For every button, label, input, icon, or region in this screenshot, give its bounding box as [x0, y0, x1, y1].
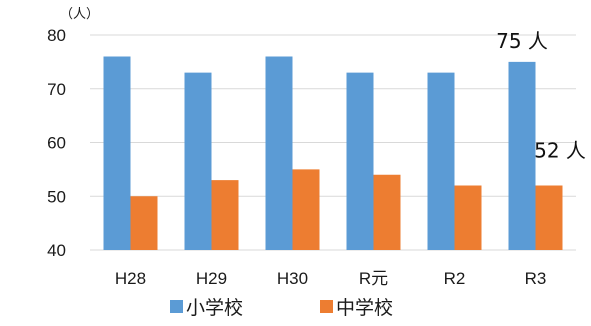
bar-junior-high-3 [373, 174, 401, 250]
bar-junior-high-4 [454, 185, 482, 250]
x-tick-label: R2 [444, 269, 466, 288]
legend: 小学校 中学校 [170, 297, 393, 319]
y-tick-label: 70 [47, 80, 66, 99]
legend-swatch [320, 300, 333, 313]
y-tick-label: 60 [47, 134, 66, 153]
x-tick-label: R元 [359, 269, 388, 288]
y-tick-label: 80 [47, 26, 66, 45]
x-tick-label: H30 [277, 269, 308, 288]
y-tick-label: 50 [47, 187, 66, 206]
bar-junior-high-2 [292, 169, 320, 250]
legend-label: 中学校 [336, 297, 393, 319]
annotations: 75 人 52 人 [496, 29, 586, 163]
data-label: 52 人 [534, 139, 586, 163]
x-axis-tick-labels: H28 H29 H30 R元 R2 R3 [115, 269, 546, 288]
gridlines [90, 34, 576, 251]
bar-elementary-5 [508, 61, 536, 250]
data-label: 75 人 [496, 29, 548, 53]
bar-junior-high-5 [535, 185, 563, 250]
y-tick-label: 40 [47, 241, 66, 260]
x-tick-label: H28 [115, 269, 146, 288]
bar-elementary-4 [427, 72, 455, 250]
bar-elementary-1 [184, 72, 212, 250]
y-axis-tick-labels: 40 50 60 70 80 [47, 26, 66, 260]
bar-elementary-0 [103, 56, 131, 250]
legend-label: 小学校 [186, 297, 243, 319]
x-tick-label: R3 [525, 269, 547, 288]
x-tick-label: H29 [196, 269, 227, 288]
bar-elementary-3 [346, 72, 374, 250]
bar-junior-high-1 [211, 180, 239, 250]
bar-elementary-2 [265, 56, 293, 250]
legend-swatch [170, 300, 183, 313]
bar-junior-high-0 [130, 196, 158, 250]
y-axis-unit-label: （人） [60, 7, 99, 22]
bars [103, 56, 563, 250]
